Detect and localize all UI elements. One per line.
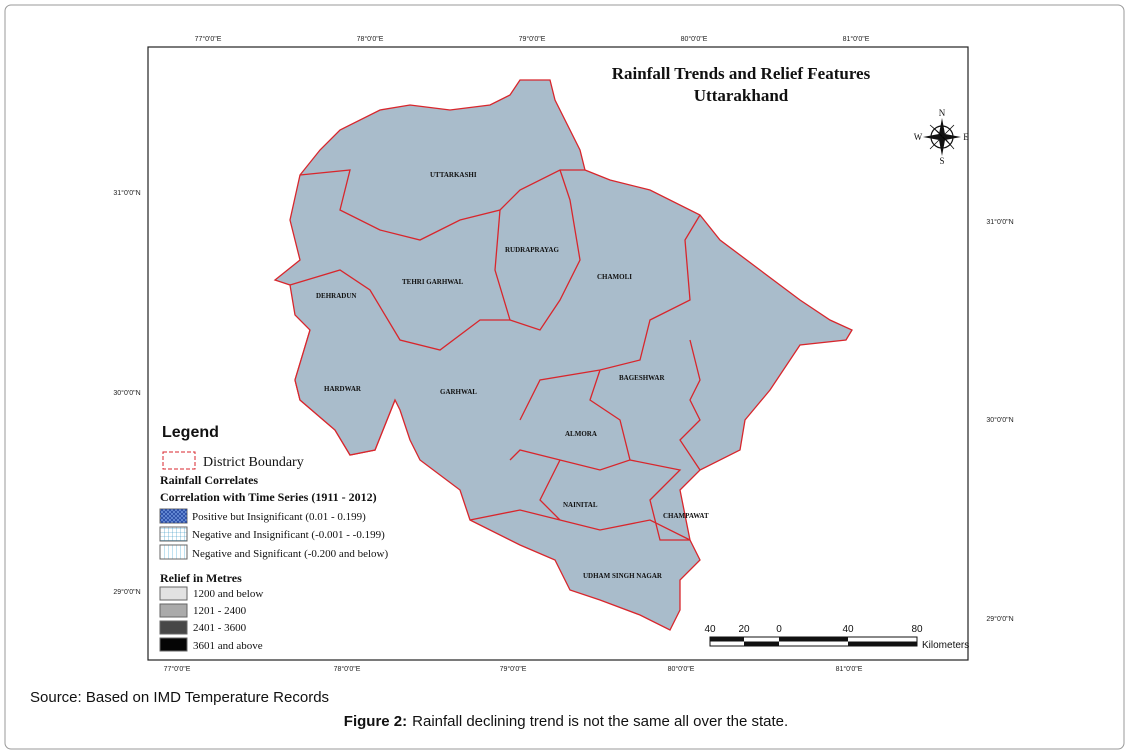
latitude-label: 30°0'0"N — [986, 416, 1013, 424]
legend-label: Positive but Insignificant (0.01 - 0.199… — [192, 511, 366, 523]
legend-label: Negative and Significant (-0.200 and bel… — [192, 548, 388, 560]
scale-label: 80 — [911, 624, 923, 635]
district-label: GARHWAL — [440, 388, 477, 396]
longitude-label: 80°0'0"E — [681, 35, 708, 43]
compass-west: W — [914, 132, 923, 142]
legend-heading: Correlation with Time Series (1911 - 201… — [160, 490, 377, 504]
scale-bar: 40 20 0 40 80 Kilometers — [704, 624, 969, 651]
district-boundary — [519, 214, 701, 421]
caption: Figure 2: Rainfall declining trend is not… — [344, 713, 788, 730]
legend-label: 1201 - 2400 — [193, 605, 247, 617]
source-note: Source: Based on IMD Temperature Records — [30, 689, 329, 706]
district-label: CHAMPAWAT — [663, 512, 709, 520]
legend-title: Legend — [162, 424, 219, 441]
latitude-label: 31°0'0"N — [113, 189, 140, 197]
scale-segment — [779, 637, 848, 642]
longitude-label: 78°0'0"E — [357, 35, 384, 43]
district-label: HARDWAR — [324, 385, 362, 393]
longitude-label: 78°0'0"E — [334, 665, 361, 673]
district-labels: UTTARKASHI RUDRAPRAYAG CHAMOLI TEHRI GAR… — [316, 171, 709, 580]
district-label: UTTARKASHI — [430, 171, 477, 179]
district-boundary — [289, 269, 510, 351]
latitude-label: 30°0'0"N — [113, 389, 140, 397]
rainfall-swatch — [159, 544, 188, 560]
legend-label: 2401 - 3600 — [193, 622, 247, 634]
relief-swatch — [159, 637, 188, 652]
compass-diagonals — [929, 124, 955, 150]
relief-swatch — [159, 620, 188, 635]
latitude-label: 31°0'0"N — [986, 218, 1013, 226]
coordinates: 77°0'0"E 78°0'0"E 79°0'0"E 80°0'0"E 81°0… — [113, 35, 1013, 673]
scale-label: 20 — [738, 624, 750, 635]
relief-swatch — [159, 586, 188, 601]
district-boundary — [469, 459, 691, 541]
compass-east: E — [963, 132, 969, 142]
district-label: DEHRADUN — [316, 292, 356, 300]
district-label: CHAMOLI — [597, 273, 632, 281]
longitude-label: 81°0'0"E — [836, 665, 863, 673]
compass-south: S — [939, 156, 944, 166]
longitude-label: 81°0'0"E — [843, 35, 870, 43]
longitude-label: 80°0'0"E — [668, 665, 695, 673]
map-title: Rainfall Trends and Relief Features Utta… — [612, 64, 871, 105]
title-line: Rainfall Trends and Relief Features — [612, 64, 871, 83]
legend-label: Negative and Insignificant (-0.001 - -0.… — [192, 529, 385, 541]
district-label: NAINITAL — [563, 501, 598, 509]
district-boundary — [509, 369, 631, 471]
scale-unit: Kilometers — [922, 640, 969, 651]
latitude-label: 29°0'0"N — [113, 588, 140, 596]
scale-label: 0 — [776, 624, 782, 635]
longitude-label: 77°0'0"E — [164, 665, 191, 673]
district-label: BAGESHWAR — [619, 374, 665, 382]
compass: N S E W — [914, 108, 970, 166]
scale-segment — [848, 641, 917, 646]
legend-label: 1200 and below — [193, 588, 263, 600]
district-label: UDHAM SINGH NAGAR — [583, 572, 663, 580]
district-label: RUDRAPRAYAG — [505, 246, 559, 254]
caption-label: Figure 2: — [344, 713, 407, 730]
state-map: UTTARKASHI RUDRAPRAYAG CHAMOLI TEHRI GAR… — [274, 79, 853, 631]
scale-label: 40 — [842, 624, 854, 635]
scale-segment — [744, 641, 779, 646]
legend-heading: Rainfall Correlates — [160, 473, 258, 487]
rainfall-swatch-pattern — [160, 509, 187, 523]
caption-text: Rainfall declining trend is not the same… — [412, 713, 788, 730]
district-boundary — [299, 169, 585, 241]
legend-label: District Boundary — [203, 455, 304, 470]
latitude-label: 29°0'0"N — [986, 615, 1013, 623]
longitude-label: 77°0'0"E — [195, 35, 222, 43]
district-label: ALMORA — [565, 430, 597, 438]
district-boundary — [629, 339, 701, 541]
scale-label: 40 — [704, 624, 716, 635]
rainfall-swatch — [159, 526, 188, 542]
title-line: Uttarakhand — [694, 86, 789, 105]
legend-heading: Relief in Metres — [160, 571, 242, 585]
relief-swatch — [159, 603, 188, 618]
longitude-label: 79°0'0"E — [519, 35, 546, 43]
boundary-swatch — [162, 451, 196, 470]
longitude-label: 79°0'0"E — [500, 665, 527, 673]
legend-label: 3601 and above — [193, 640, 263, 652]
compass-north: N — [939, 108, 946, 118]
district-label: TEHRI GARHWAL — [402, 278, 464, 286]
scale-segment — [710, 637, 744, 642]
district-boundary — [494, 169, 581, 331]
legend: Legend District Boundary Rainfall Correl… — [159, 424, 388, 652]
